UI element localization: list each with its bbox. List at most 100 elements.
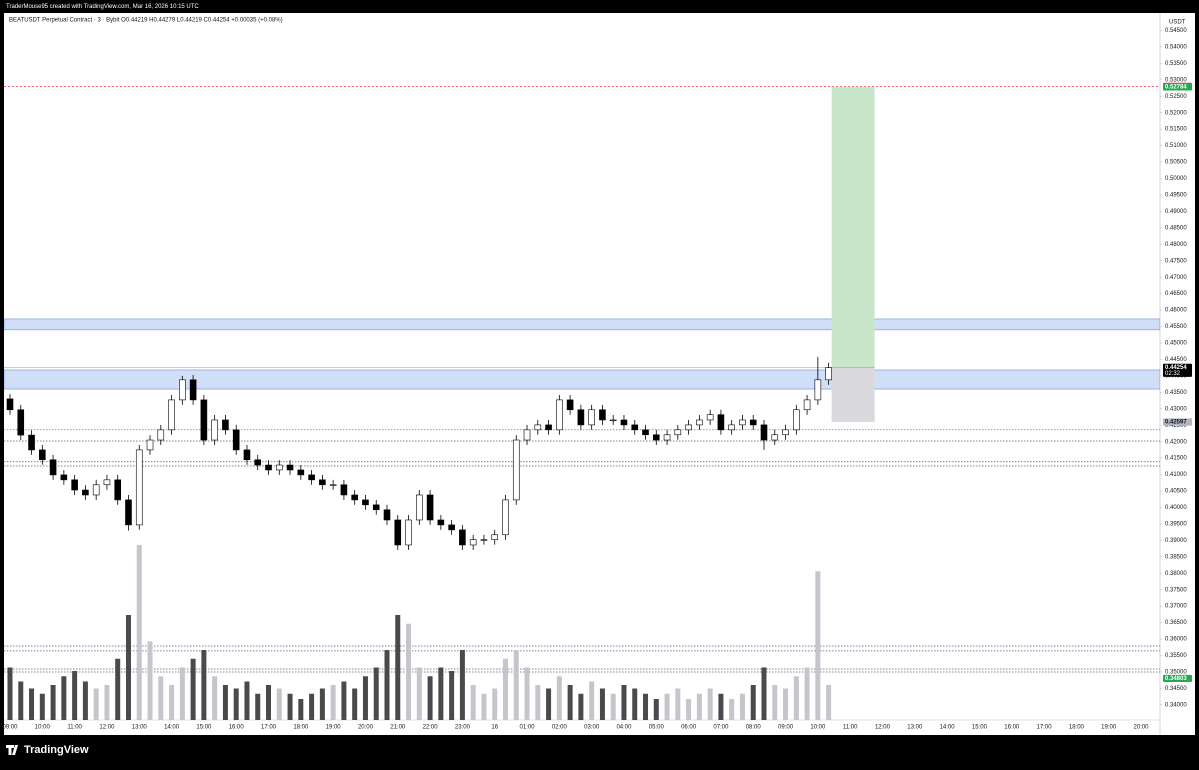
volume-bar	[309, 693, 315, 720]
volume-bar	[718, 693, 724, 720]
candle-body	[297, 469, 305, 476]
x-tick-label: 15:00	[196, 725, 212, 731]
candle-body	[814, 379, 822, 401]
x-tick-label: 10:00	[35, 725, 51, 731]
candle-body	[588, 409, 595, 426]
y-tick-label: 0.52000	[1165, 110, 1187, 116]
y-tick-label: 0.48000	[1165, 242, 1187, 248]
plot	[4, 86, 1160, 720]
y-tick-label: 0.42500	[1165, 423, 1187, 429]
volume-bar	[373, 667, 379, 720]
candle-body	[146, 439, 154, 451]
volume-bar	[93, 688, 99, 720]
y-tick-label: 0.38000	[1165, 571, 1187, 577]
y-tick-label: 0.45000	[1165, 341, 1187, 347]
volume-bar	[653, 699, 659, 720]
y-tick-label: 0.48500	[1165, 225, 1187, 231]
candle-body	[60, 474, 68, 481]
volume-bar	[266, 685, 272, 720]
candle-body	[82, 489, 89, 496]
y-tick-label: 0.35500	[1165, 653, 1187, 659]
candle-body	[534, 424, 542, 431]
x-tick-label: 18:00	[1069, 725, 1085, 731]
candle-body	[39, 449, 46, 461]
candle-body	[566, 399, 574, 411]
x-tick-label: 13:00	[907, 725, 923, 731]
volume-bar	[524, 667, 530, 720]
candle-body	[728, 424, 735, 431]
volume-bar	[169, 685, 175, 720]
candle-body	[71, 479, 78, 491]
candle-body	[782, 429, 789, 436]
position-target	[831, 86, 875, 368]
candle-body	[642, 429, 649, 436]
y-tick-label: 0.53500	[1165, 61, 1187, 67]
candle-body	[674, 429, 682, 436]
brand-logo: TradingView	[6, 744, 89, 756]
candle-body	[351, 494, 358, 501]
volume-bar	[459, 650, 465, 720]
y-tick-label: 0.41000	[1165, 472, 1187, 478]
candle-body	[340, 484, 348, 496]
candle-body	[394, 519, 402, 546]
y-tick-label: 0.47000	[1165, 275, 1187, 281]
y-tick-label: 0.49000	[1165, 209, 1187, 215]
y-tick-label: 0.36500	[1165, 620, 1187, 626]
candle-body	[631, 424, 639, 431]
candle-body	[254, 459, 262, 466]
volume-bar	[179, 667, 185, 720]
volume-bar	[352, 688, 358, 720]
volume-bar	[481, 693, 487, 720]
y-tick-label: 0.34500	[1165, 686, 1187, 692]
y-tick-label: 0.37000	[1165, 604, 1187, 610]
x-tick-label: 20:00	[358, 725, 374, 731]
volume-bar	[804, 667, 810, 720]
y-tick-label: 0.51500	[1165, 127, 1187, 133]
candle-body	[362, 499, 369, 506]
candle-body	[329, 484, 337, 486]
candle-body	[771, 434, 779, 441]
volume-bar	[567, 685, 573, 720]
x-tick-label: 05:00	[649, 725, 665, 731]
volume-bar	[82, 681, 88, 720]
y-tick-label: 0.49500	[1165, 193, 1187, 199]
candle-body	[803, 399, 811, 411]
volume-bar	[330, 685, 336, 720]
y-tick-label: 0.53000	[1165, 77, 1187, 83]
x-tick-label: 03:00	[584, 725, 600, 731]
candle-body	[448, 524, 455, 531]
candle-body	[545, 424, 552, 431]
volume-bar	[696, 693, 702, 720]
price-label-box	[1163, 83, 1192, 91]
price-label-box	[1163, 418, 1192, 426]
volume-bar	[7, 667, 13, 720]
x-tick-label: 19:00	[326, 725, 342, 731]
y-tick-label: 0.41500	[1165, 456, 1187, 462]
y-tick-label: 0.39000	[1165, 538, 1187, 544]
volume-bar	[632, 688, 638, 720]
x-tick-label: 06:00	[681, 725, 697, 731]
volume-bar	[233, 688, 239, 720]
volume-bar	[772, 685, 778, 720]
candle-body	[405, 519, 412, 546]
volume-bar	[750, 685, 756, 720]
volume-bar	[492, 688, 498, 720]
candle-body	[125, 499, 132, 526]
x-tick-label: 08:00	[746, 725, 762, 731]
x-tick-label: 16	[491, 725, 498, 731]
position-stop	[831, 367, 875, 423]
y-tick-label: 0.40500	[1165, 489, 1187, 495]
volume-bar	[29, 688, 35, 720]
candle-body	[372, 504, 380, 511]
volume-bar	[438, 667, 444, 720]
candle-body	[49, 459, 57, 476]
currency: USDT	[1169, 20, 1186, 26]
volume-bar	[212, 676, 218, 720]
price-label-box	[1163, 363, 1192, 377]
candle-body	[717, 414, 725, 431]
x-tick-label: 11:00	[843, 725, 858, 731]
x-tick-label: 22:00	[423, 725, 439, 731]
x-tick-label: 16:00	[229, 725, 245, 731]
candle-body	[211, 419, 218, 441]
